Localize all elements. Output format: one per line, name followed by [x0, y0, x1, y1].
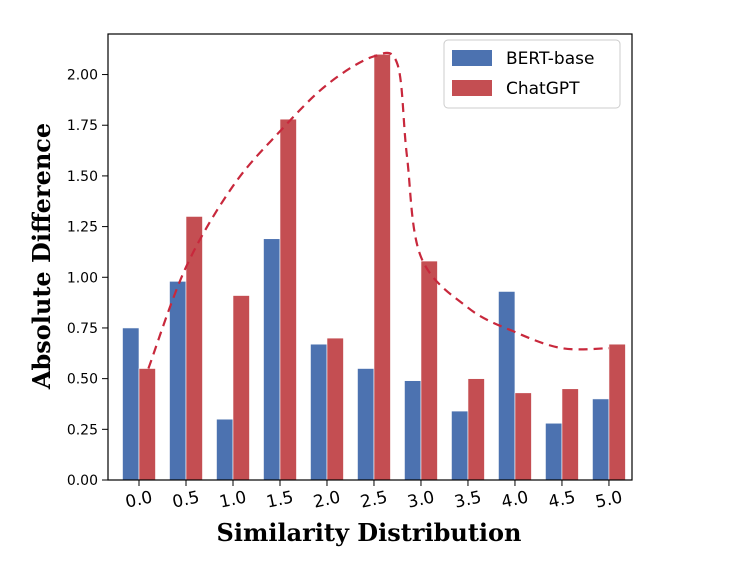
bar-chatgpt-0.0 [138, 368, 156, 481]
x-tick-label: 3.0 [406, 487, 437, 512]
axes [107, 33, 633, 481]
y-tick-label: 1.00 [67, 270, 98, 286]
legend-swatch-chatgpt [452, 80, 492, 96]
bar-bert-base-3.5 [451, 410, 469, 481]
plot-frame [107, 33, 633, 481]
bar-bert-base-4.5 [545, 422, 563, 481]
bar-bert-base-4.0 [498, 291, 516, 481]
x-tick-label: 4.0 [500, 487, 531, 512]
bar-bert-base-1.5 [263, 238, 281, 481]
legend-swatch-bert [452, 50, 492, 66]
y-axis-title: Absolute Difference [27, 123, 56, 390]
y-tick-label: 0.75 [67, 321, 98, 337]
bar-bert-base-3.0 [404, 380, 422, 481]
bar-chatgpt-2.5 [373, 53, 391, 481]
y-tick-label: 2.00 [67, 68, 98, 84]
x-tick-label: 0.0 [124, 487, 155, 512]
bar-bert-base-5.0 [592, 398, 610, 481]
bar-chatgpt-1.5 [279, 118, 297, 481]
bar-bert-base-0.5 [169, 281, 187, 481]
bar-bert-base-0.0 [122, 327, 140, 481]
bar-chatgpt-5.0 [608, 343, 626, 481]
bar-chatgpt-1.0 [232, 295, 250, 481]
y-tick-label: 0.25 [67, 422, 98, 438]
legend: BERT-base ChatGPT [443, 39, 621, 109]
bar-chatgpt-3.0 [420, 260, 438, 481]
x-axis-title: Similarity Distribution [217, 518, 522, 547]
y-tick-label: 1.25 [67, 220, 98, 236]
x-tick-label: 3.5 [453, 487, 484, 512]
bar-chatgpt-4.5 [561, 388, 579, 481]
x-tick-label: 2.0 [312, 487, 343, 512]
legend-label-bert: BERT-base [506, 49, 594, 69]
y-tick-label: 0.50 [67, 372, 98, 388]
bar-chatgpt-2.0 [326, 337, 344, 481]
y-tick-label: 0.00 [67, 473, 98, 489]
y-tick-label: 1.50 [67, 169, 98, 185]
x-tick-label: 2.5 [359, 487, 390, 512]
trend-curve [147, 51, 610, 369]
bar-chatgpt-4.0 [514, 392, 532, 481]
x-tick-label: 0.5 [171, 487, 202, 512]
bar-bert-base-2.0 [310, 343, 328, 481]
x-tick-label: 5.0 [594, 487, 625, 512]
y-tick-label: 1.75 [67, 118, 98, 134]
bars [122, 53, 626, 481]
x-tick-label: 1.5 [265, 487, 296, 512]
bar-bert-base-2.5 [357, 368, 375, 481]
legend-label-chatgpt: ChatGPT [506, 79, 580, 99]
x-tick-label: 1.0 [218, 487, 249, 512]
trend-curve-line [147, 51, 610, 369]
bar-chatgpt-0.5 [185, 216, 203, 481]
bar-chatgpt-3.5 [467, 378, 485, 481]
x-tick-label: 4.5 [547, 487, 578, 512]
bar-bert-base-1.0 [216, 418, 234, 481]
